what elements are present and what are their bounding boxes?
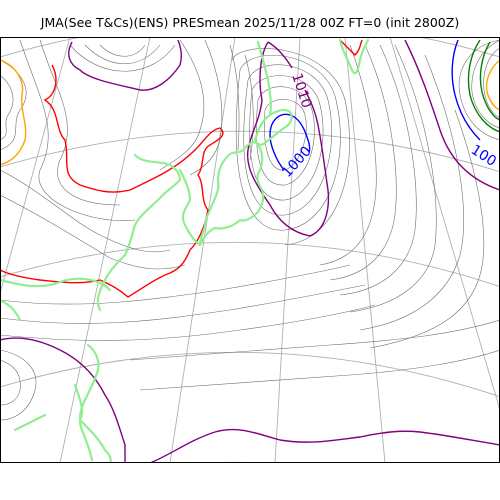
coastline-kamchatka (338, 38, 370, 75)
isobar (264, 99, 307, 171)
contour-1010 (68, 39, 182, 91)
isobar (0, 264, 351, 305)
isobar (359, 54, 464, 331)
contour-1010 (246, 41, 330, 237)
coastline-china-north (0, 277, 112, 292)
graticule (0, 37, 500, 463)
coastline-philippines (73, 383, 112, 463)
contour-label-1010: 1010 (288, 71, 314, 110)
longitude-line (169, 37, 236, 463)
isobar (243, 64, 332, 216)
contour-1020 (339, 39, 363, 56)
longitude-line (389, 37, 500, 411)
isobar (0, 194, 186, 270)
contour-1010 (267, 41, 293, 69)
latitude-line (0, 37, 500, 58)
longitude-line (274, 37, 301, 463)
contour-1020 (0, 64, 224, 298)
contour-990 (467, 39, 500, 133)
isobar (229, 44, 240, 151)
isobar (129, 319, 500, 361)
contour-1000 (269, 113, 311, 171)
isobar (39, 39, 121, 206)
longitude-line (59, 37, 151, 463)
contour-1000 (451, 39, 481, 141)
latitude-line (0, 351, 500, 398)
contour-1030 (485, 59, 500, 111)
latitude-line (0, 130, 500, 173)
isobar (0, 284, 366, 324)
isobar (139, 349, 500, 391)
isobar (458, 39, 500, 141)
contour-1030 (0, 59, 27, 166)
coastline-korea (178, 168, 202, 247)
longitude-line (344, 37, 386, 463)
coastline-china (96, 153, 182, 312)
contour-1010 (0, 337, 126, 463)
isobar (483, 47, 500, 119)
isobar (249, 75, 324, 201)
isobar (349, 44, 437, 313)
coastline-taiwan (78, 343, 100, 462)
plot-frame (0, 37, 500, 463)
isobar-lines (0, 39, 500, 421)
isobar (84, 44, 161, 65)
isobar (0, 74, 14, 141)
isobar (0, 359, 21, 406)
coastline-sakhalin (256, 40, 272, 117)
isobar (0, 169, 171, 253)
isobar (319, 44, 377, 266)
isobar (0, 349, 37, 421)
isobar (329, 44, 397, 281)
contour-990 (479, 41, 500, 121)
isobar (244, 54, 254, 161)
isobar (369, 109, 485, 349)
coastlines (0, 38, 370, 463)
coastline-japan-honshu (198, 141, 265, 247)
latitude-line (0, 241, 500, 288)
isobar (99, 44, 146, 57)
isobar (19, 39, 136, 221)
contour-1010 (404, 39, 500, 191)
map-title: JMA(See T&Cs)(ENS) PRESmean 2025/11/28 0… (40, 15, 460, 30)
latitude-line (194, 461, 276, 463)
isobar (339, 44, 417, 296)
coastline-indochina (13, 413, 47, 432)
isobar (69, 44, 176, 72)
isobar (159, 39, 205, 171)
coastline-japan-hokkaido (253, 108, 293, 146)
contour-1010 (149, 428, 500, 463)
key-contours (0, 39, 500, 463)
isobar (255, 86, 315, 186)
isobar (0, 304, 376, 341)
coastline-west (0, 298, 22, 322)
